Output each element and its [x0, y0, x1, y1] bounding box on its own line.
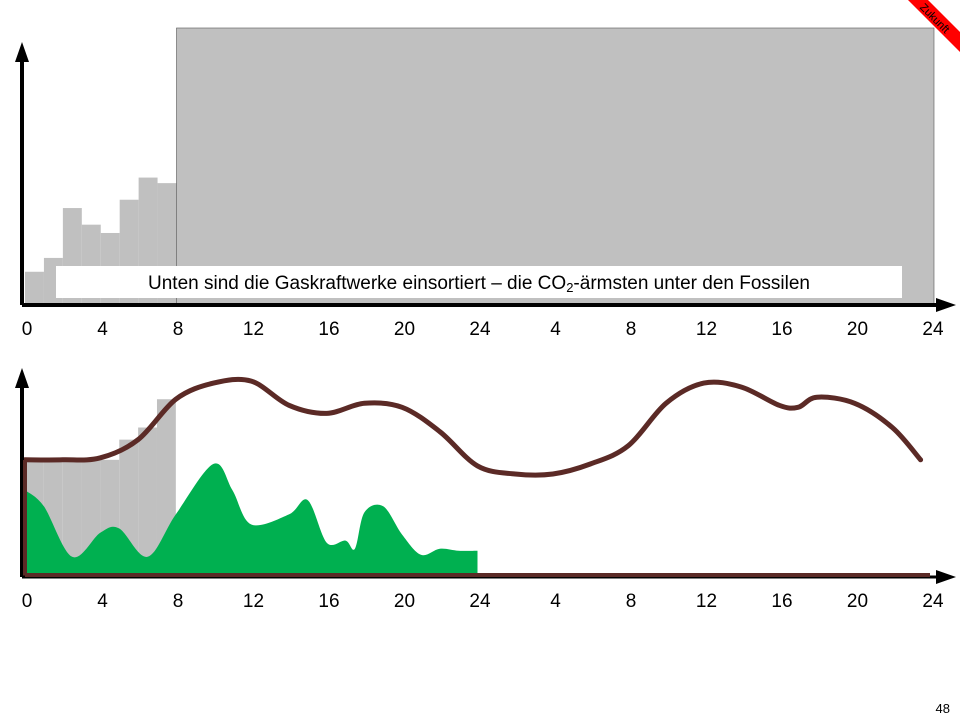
top-gas-series: [25, 27, 935, 306]
top-x-tick-labels: 0 4 8 12 16 20 24 4 8 12 16 20 24: [22, 319, 944, 340]
x-tick-label: 12: [696, 319, 717, 340]
x-tick-label: 12: [696, 591, 717, 612]
page-number: 48: [935, 701, 950, 716]
x-tick-label: 8: [626, 591, 637, 612]
x-tick-label: 8: [173, 319, 184, 340]
bottom-y-axis-arrow: [15, 368, 29, 388]
gas-block: [176, 27, 935, 306]
x-tick-label: 4: [97, 591, 108, 612]
x-tick-label: 8: [173, 591, 184, 612]
x-tick-label: 16: [318, 319, 339, 340]
x-tick-label: 20: [847, 591, 868, 612]
x-tick-label: 20: [394, 591, 415, 612]
x-tick-label: 0: [22, 591, 33, 612]
x-tick-label: 16: [771, 319, 792, 340]
x-tick-label: 24: [469, 319, 491, 340]
caption-box: [56, 266, 902, 298]
renewable-area: [25, 463, 478, 577]
x-tick-label: 4: [550, 591, 561, 612]
chart-caption: Unten sind die Gaskraftwerke einsortiert…: [148, 273, 810, 295]
top-x-axis-arrow: [936, 298, 956, 312]
bottom-x-axis-arrow: [936, 570, 956, 584]
badge-ribbon: [908, 0, 960, 52]
x-tick-label: 0: [22, 319, 33, 340]
bottom-x-tick-labels: 0 4 8 12 16 20 24 4 8 12 16 20 24: [22, 591, 944, 612]
gas-step-bar: [62, 459, 82, 577]
x-tick-label: 4: [550, 319, 561, 340]
x-tick-label: 20: [847, 319, 868, 340]
gas-step-bar: [25, 271, 44, 305]
x-tick-label: 12: [243, 319, 264, 340]
top-chart: Unten sind die Gaskraftwerke einsortiert…: [15, 27, 956, 340]
gas-step-bar: [138, 427, 157, 577]
x-tick-label: 8: [626, 319, 637, 340]
x-tick-label: 24: [922, 591, 944, 612]
bottom-axes: [15, 368, 956, 584]
x-tick-label: 16: [771, 591, 792, 612]
top-y-axis-arrow: [15, 42, 29, 62]
x-tick-label: 24: [922, 319, 944, 340]
top-axes: [15, 42, 956, 312]
x-tick-label: 4: [97, 319, 108, 340]
x-tick-label: 16: [318, 591, 339, 612]
demand-line: [22, 376, 924, 478]
x-tick-label: 20: [394, 319, 415, 340]
x-tick-label: 12: [243, 591, 264, 612]
bottom-chart: 0 4 8 12 16 20 24 4 8 12 16 20 24: [15, 368, 956, 612]
x-tick-label: 24: [469, 591, 491, 612]
